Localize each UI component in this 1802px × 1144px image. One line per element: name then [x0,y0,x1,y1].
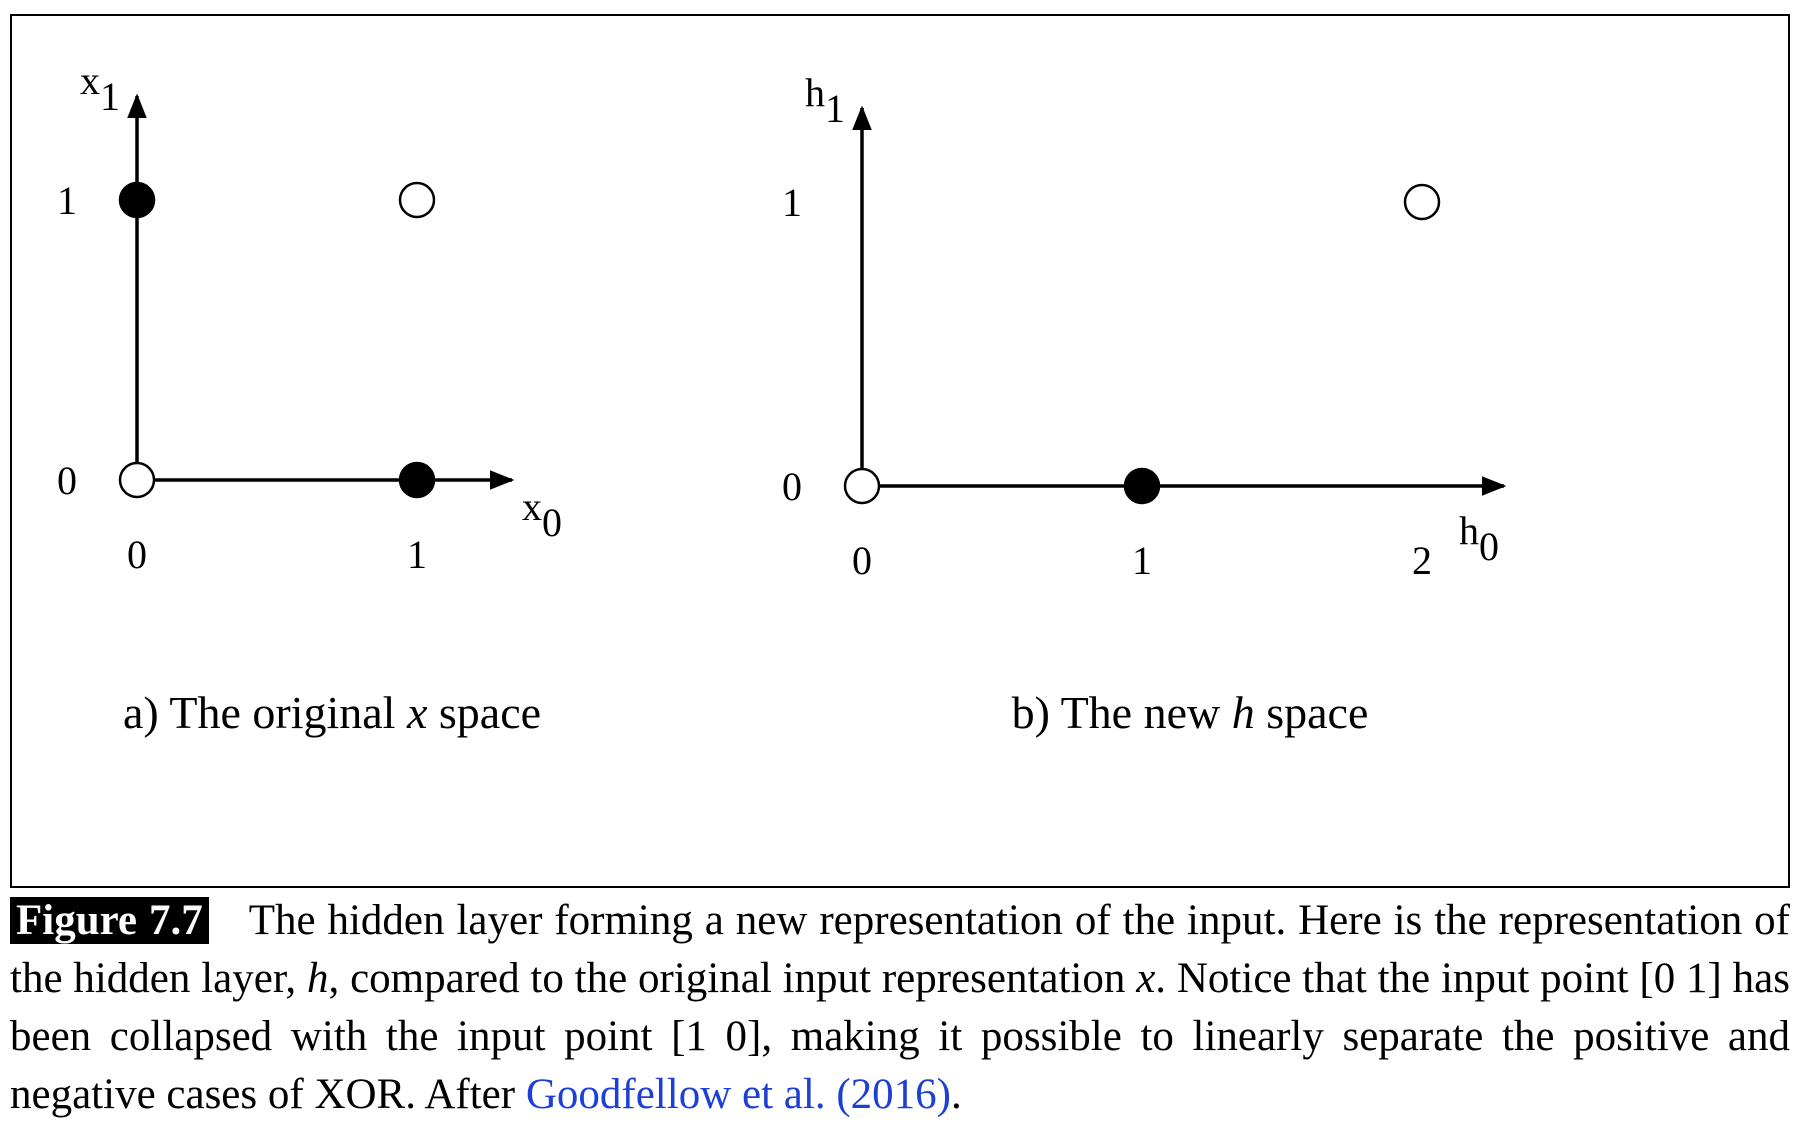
panel-b-x-tick-label: 1 [1132,538,1152,583]
panel-b-title-var: h [1232,687,1255,738]
panel-b-title-suffix: space [1255,687,1369,738]
panel-b-x-tick-label: 2 [1412,538,1432,583]
panel-a-filled-point [398,461,436,499]
panel-b-y-tick-label: 0 [782,464,802,509]
panel-a-title-var: x [406,687,428,738]
panel-b-y-axis-subscript: 1 [825,86,845,131]
caption-text-2: , compared to the original input represe… [328,955,1137,1002]
figure-caption: Figure 7.7 The hidden layer forming a new… [10,892,1790,1124]
panel-a-y-tick-label: 1 [57,178,77,223]
panel-a-y-axis-label: x1 [80,58,120,119]
panel-a-x-tick-label: 0 [127,532,147,577]
panel-b-y-tick-label: 1 [782,180,802,225]
panel-a-open-point [398,181,436,219]
caption-text-3: . Notice that the input point [0 1] has … [10,955,1790,1118]
figure-frame: 0 1 0 1 x0 x1 a) The original x space 0 1 2 0 1 h0 h1… [10,14,1790,888]
caption-var-x: x [1136,955,1156,1002]
caption-end: . [950,1071,962,1118]
panel-a-title-suffix: space [427,687,541,738]
figure-label: Figure 7.7 [10,897,209,944]
panel-a-x-axis-subscript: 0 [542,500,562,545]
panel-b-title: b) The new h space [1012,687,1369,738]
panel-b-x-axis-subscript: 0 [1479,524,1499,569]
panel-a-title-prefix: a) The original [123,687,407,738]
panel-a-x-axis-label: x0 [522,484,562,545]
panel-a-y-axis-subscript: 1 [100,74,120,119]
panel-b-title-prefix: b) The new [1012,687,1232,738]
panel-b-y-axis-label: h1 [805,70,845,131]
caption-text-1: The hidden layer forming a new represent… [10,897,1790,1002]
panel-b-open-point [1403,183,1441,221]
panel-a-filled-point [118,181,156,219]
panel-b-filled-point [1123,467,1161,505]
panel-b-x-tick-label: 0 [852,538,872,583]
citation-link[interactable]: Goodfellow et al. (2016) [525,1071,951,1118]
panel-a-title: a) The original x space [123,687,541,738]
panel-b-x-axis-label: h0 [1459,508,1499,569]
caption-var-h: h [307,955,329,1002]
panel-a-open-point [118,461,156,499]
panel-a-y-tick-label: 0 [57,458,77,503]
panel-b-open-point [843,467,881,505]
panel-a-x-tick-label: 1 [407,532,427,577]
